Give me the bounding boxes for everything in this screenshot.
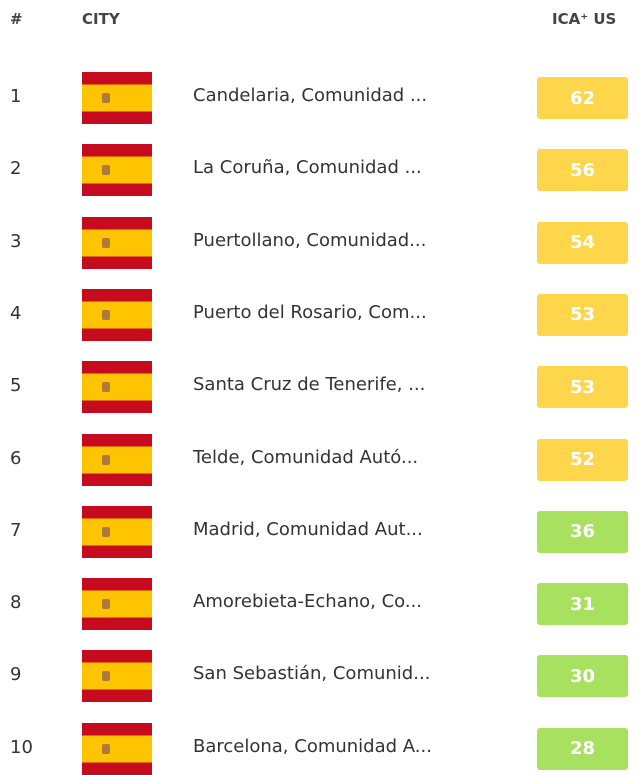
- flag: [82, 433, 152, 486]
- rank: 3: [10, 230, 22, 252]
- rank: 5: [10, 375, 22, 397]
- city-name: San Sebastián, Comunid...: [193, 663, 431, 685]
- aqi-badge: 30: [537, 655, 628, 698]
- city-name: Barcelona, Comunidad A...: [193, 735, 432, 757]
- aqi-badge: 52: [537, 438, 628, 481]
- flag: [82, 288, 152, 341]
- aqi-badge: 53: [537, 293, 628, 336]
- rank: 10: [10, 736, 33, 758]
- rank: 4: [10, 302, 22, 324]
- flag: [82, 722, 152, 775]
- rank: 7: [10, 519, 22, 541]
- city-name: Amorebieta-Echano, Co...: [193, 591, 423, 613]
- city-name: Telde, Comunidad Autó...: [193, 446, 419, 468]
- aqi-badge: 62: [537, 77, 628, 119]
- rank: 9: [10, 664, 22, 686]
- city-name: Santa Cruz de Tenerife, ...: [193, 374, 426, 396]
- rank: 2: [10, 158, 22, 180]
- aqi-badge: 54: [537, 221, 628, 264]
- city-name: Puerto del Rosario, Com...: [193, 301, 427, 323]
- city-name: Candelaria, Comunidad ...: [193, 85, 428, 106]
- flag: [82, 361, 152, 414]
- aqi-badge: 28: [537, 727, 628, 770]
- flag: [82, 505, 152, 558]
- aqi-badge: 31: [537, 583, 628, 626]
- flag: [82, 578, 152, 631]
- aqi-badge: 56: [537, 149, 628, 192]
- flag: [82, 650, 152, 703]
- aqi-badge: 53: [537, 366, 628, 409]
- city-name: La Coruña, Comunidad ...: [193, 157, 422, 179]
- city-name: Puertollano, Comunidad...: [193, 229, 427, 251]
- flag: [82, 216, 152, 269]
- rank-header: #: [10, 10, 23, 28]
- rank: 8: [10, 592, 22, 614]
- rank: 6: [10, 447, 22, 469]
- flag: [82, 144, 152, 197]
- city-header: CITY: [82, 10, 120, 28]
- aqi-header: ICA⁺ US: [552, 10, 617, 28]
- flag: [82, 72, 152, 124]
- rank: 1: [10, 86, 22, 107]
- city-name: Madrid, Comunidad Aut...: [193, 518, 423, 540]
- aqi-badge: 36: [537, 510, 628, 553]
